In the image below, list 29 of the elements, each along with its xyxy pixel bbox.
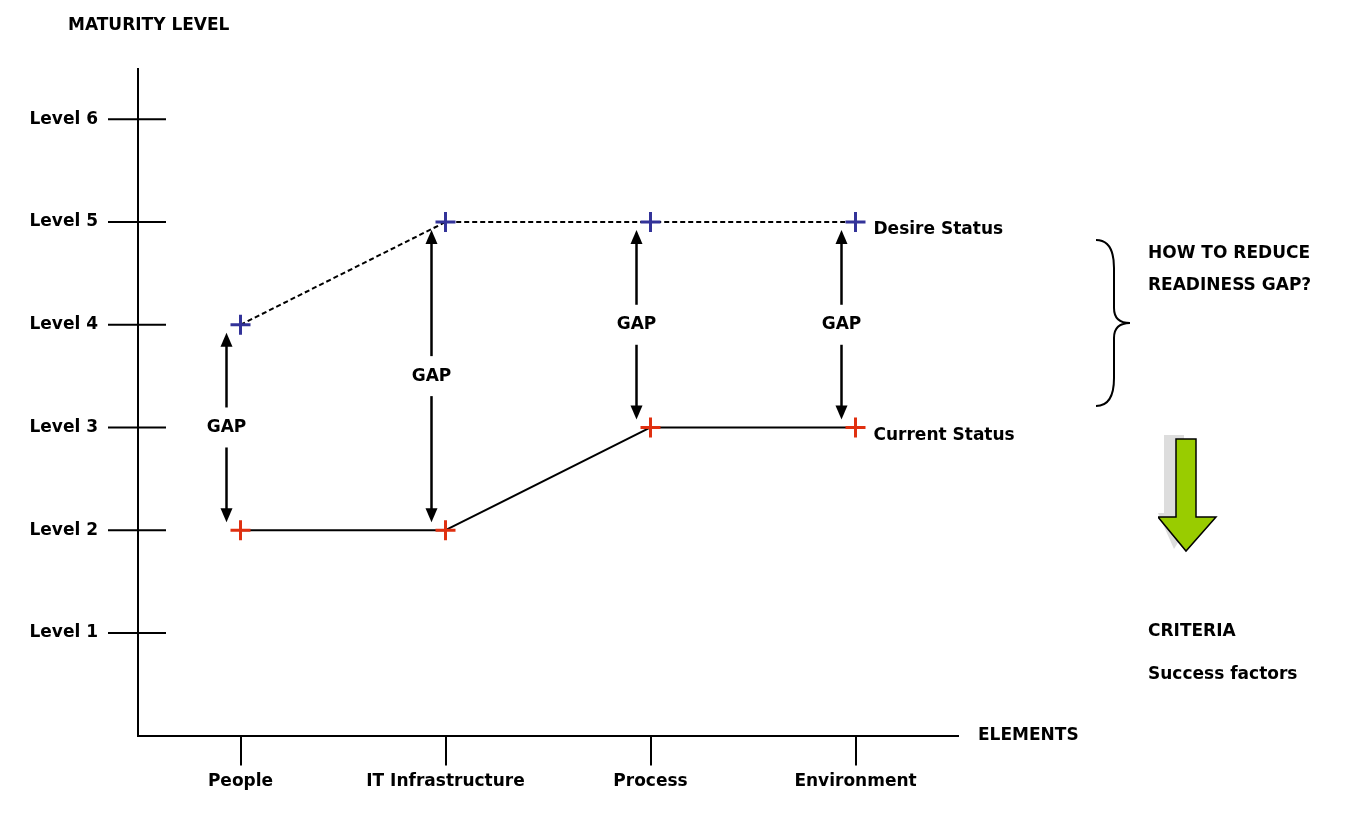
point — [229, 518, 252, 542]
text: CRITERIA — [1148, 620, 1236, 640]
point — [844, 210, 867, 234]
annotation: GAP — [821, 313, 862, 334]
x-tick-label: Process — [613, 770, 688, 791]
annotation: GAP — [616, 313, 657, 334]
legend-label: Desire Status — [873, 218, 1004, 239]
text: Level 1 — [29, 621, 98, 642]
text: Level 4 — [29, 313, 99, 334]
text: Level 2 — [29, 518, 98, 539]
annotation: GAP — [206, 415, 247, 436]
text: Level 5 — [29, 210, 98, 231]
text: Level 6 — [29, 107, 98, 128]
text: HOW TO REDUCE READINESS GAP? — [1148, 241, 1313, 296]
text: Level 3 — [29, 415, 98, 436]
point — [229, 313, 252, 337]
point — [844, 415, 867, 439]
text: MATURITY LEVEL — [68, 14, 230, 34]
x-tick-label: IT Infrastructure — [366, 770, 525, 791]
annotation: GAP — [411, 364, 452, 385]
x-tick-label: Environment — [794, 770, 917, 791]
point — [434, 210, 457, 234]
point — [639, 415, 662, 439]
series-label: Current Status — [873, 423, 1015, 444]
x-axis-title: ELEMENTS — [978, 724, 1079, 745]
text: Success factors — [1148, 663, 1298, 683]
point — [434, 518, 457, 542]
point — [639, 210, 662, 234]
x-tick-label: People — [207, 770, 274, 791]
